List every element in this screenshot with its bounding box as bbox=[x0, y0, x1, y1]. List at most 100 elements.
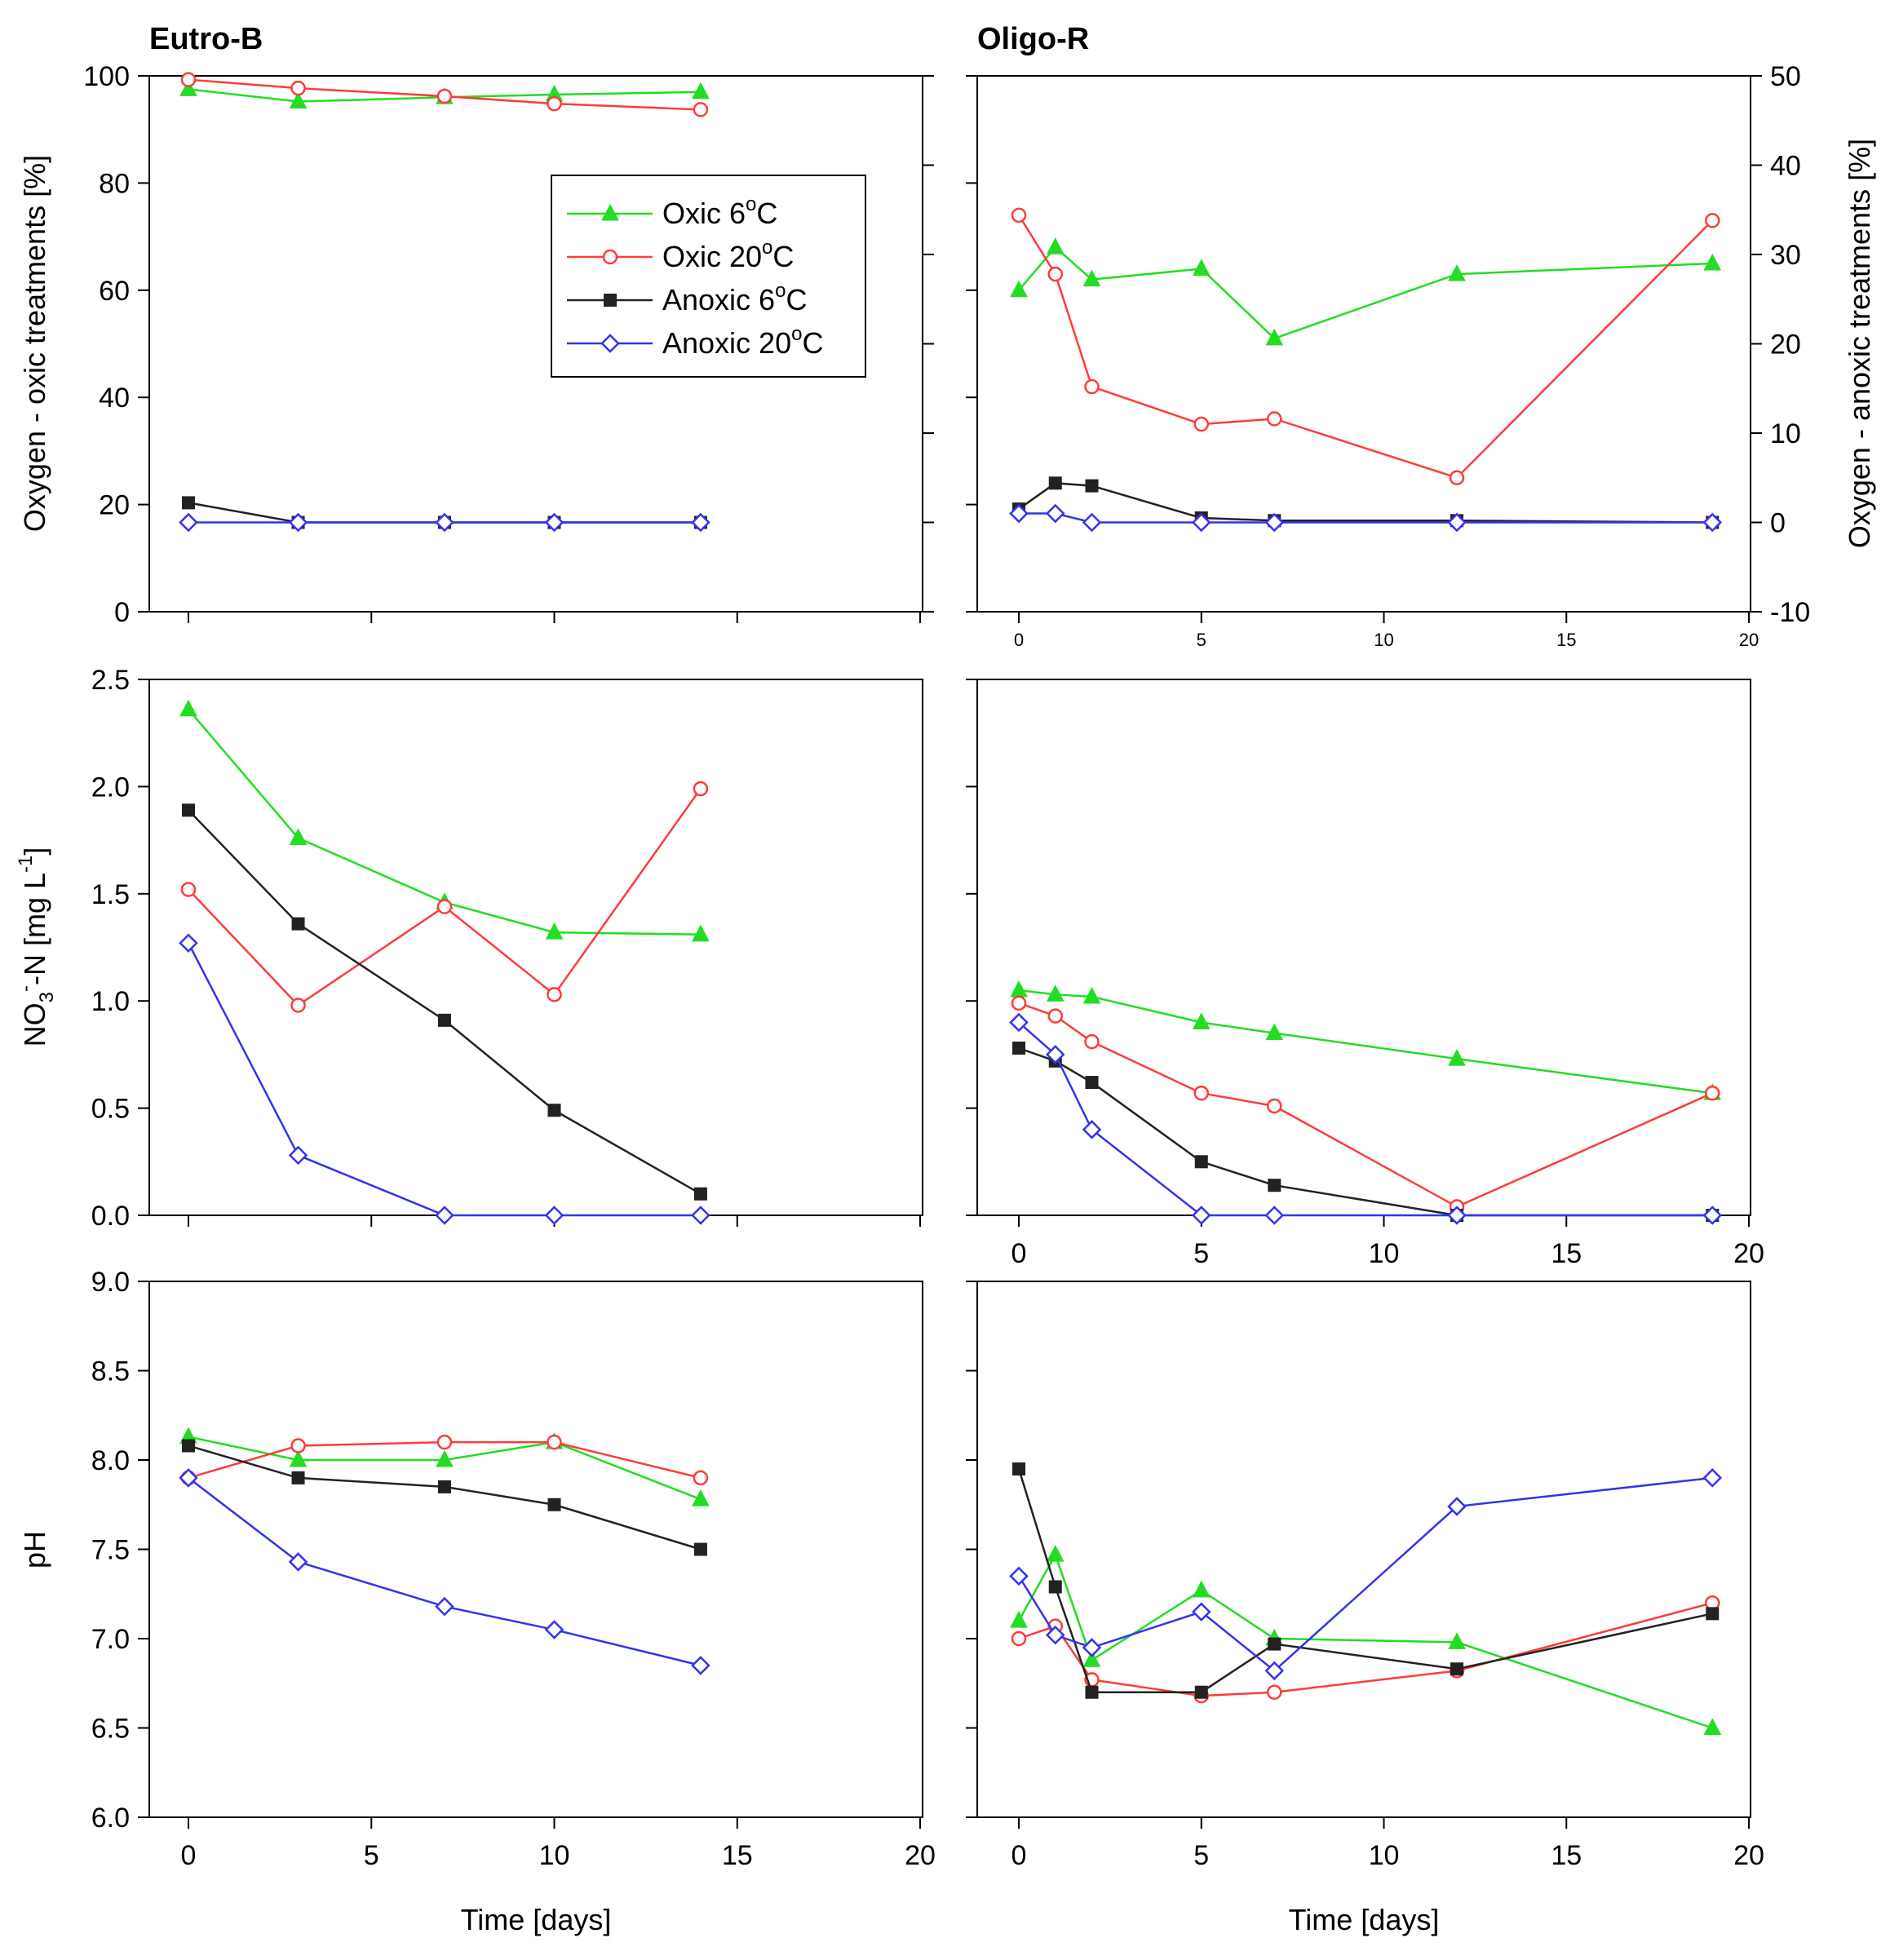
oligo_ph-oxic6-point bbox=[1192, 1580, 1211, 1598]
eutro_nitrate-oxic6-point bbox=[692, 924, 710, 942]
oligo_oxygen-series-oxic6 bbox=[1010, 237, 1722, 346]
oligo-nitrate-x-tick-label: 0 bbox=[1011, 1238, 1027, 1269]
oligo_oxygen-anoxic20-point bbox=[1009, 503, 1029, 524]
oligo_nitrate-anoxic6-line bbox=[1018, 1046, 1713, 1217]
oligo-ph-x-tick-label: 20 bbox=[1733, 1840, 1764, 1871]
oligo_ph-anoxic20-point bbox=[1702, 1468, 1723, 1488]
oligo_oxygen-oxic6-point bbox=[1082, 269, 1101, 287]
oligo_oxygen-oxic6-point bbox=[1192, 259, 1211, 277]
oligo_ph-oxic20-line bbox=[1018, 1601, 1713, 1697]
panel-oligo-oxygen-frame bbox=[976, 75, 1751, 613]
legend-entry-anoxic20: Anoxic 20oC bbox=[567, 323, 823, 360]
oligo_ph-anoxic6-point bbox=[1012, 1462, 1025, 1476]
oligo_oxygen-anoxic20-point bbox=[1082, 512, 1102, 533]
ylabel-ph: pH bbox=[18, 1531, 51, 1568]
oligo_ph-anoxic20-line bbox=[1017, 1476, 1713, 1673]
xlabel-time-eutro: Time [days] bbox=[461, 1903, 612, 1936]
eutro_nitrate-oxic20-point bbox=[180, 882, 197, 897]
eutro_oxygen-oxic20-point bbox=[180, 72, 197, 87]
eutro_ph-anoxic6-point bbox=[693, 1542, 707, 1556]
oligo_oxygen-oxic6-point bbox=[1046, 237, 1065, 254]
eutro-ph-y-tick-label: 9.0 bbox=[91, 1267, 130, 1298]
legend-label-sup: o bbox=[746, 193, 756, 215]
eutro-ph-y-tick-label: 6.0 bbox=[91, 1803, 130, 1834]
eutro-nitrate-y-tick-label: 2.5 bbox=[91, 665, 130, 696]
oligo_ph-anoxic20-point bbox=[1045, 1625, 1065, 1645]
legend-entry-anoxic6: Anoxic 6oC bbox=[567, 280, 807, 316]
oligo-oxygen-y2-tick-label: 30 bbox=[1770, 240, 1801, 271]
oligo_nitrate-series-anoxic6 bbox=[1012, 1042, 1720, 1222]
oligo_oxygen-oxic20-point bbox=[1705, 213, 1720, 228]
eutro_nitrate-anoxic20-point bbox=[288, 1145, 308, 1166]
oligo_ph-anoxic20-point bbox=[1447, 1497, 1467, 1516]
oligo_ph-anoxic20-point bbox=[1082, 1638, 1102, 1657]
oligo_nitrate-anoxic6-point bbox=[1194, 1155, 1208, 1169]
oligo_oxygen-series-oxic20 bbox=[1011, 207, 1720, 485]
oligo-nitrate-x-tick-label: 10 bbox=[1369, 1238, 1400, 1269]
ylabel-oxygen-oxic: Oxygen - oxic treatments [%] bbox=[18, 155, 51, 532]
eutro-ph-x-tick-label: 10 bbox=[539, 1840, 570, 1871]
oligo_oxygen-anoxic20-point bbox=[1702, 512, 1723, 533]
oligo_oxygen-oxic20-point bbox=[1193, 416, 1209, 432]
oligo_oxygen-oxic6-point bbox=[1265, 328, 1284, 346]
eutro_nitrate-oxic20-point bbox=[290, 998, 306, 1013]
oligo_oxygen-anoxic20-point bbox=[1264, 512, 1285, 533]
oligo_nitrate-anoxic20-point bbox=[1191, 1206, 1211, 1225]
legend-label-anoxic20: Anoxic 20oC bbox=[662, 323, 823, 360]
oligo_ph-oxic20-point bbox=[1267, 1684, 1282, 1700]
eutro_ph-anoxic6-point bbox=[182, 1439, 195, 1453]
oligo_nitrate-oxic20-point bbox=[1084, 1033, 1100, 1050]
oligo_ph-anoxic20-point bbox=[1264, 1661, 1285, 1681]
oligo_oxygen-oxic20-point bbox=[1011, 207, 1027, 223]
legend-marker-oxic6 bbox=[601, 203, 619, 221]
eutro-ph-y-tick-label: 8.5 bbox=[91, 1356, 130, 1387]
oligo_ph-anoxic6-point bbox=[1194, 1685, 1208, 1699]
oligo_nitrate-oxic20-point bbox=[1267, 1098, 1282, 1114]
legend-label-suffix: C bbox=[756, 197, 777, 230]
oligo_oxygen-series-anoxic20 bbox=[1009, 503, 1723, 533]
ylabel-nitrate-rest: -N [mg L bbox=[18, 873, 51, 985]
oligo_ph-oxic6-point bbox=[1082, 1650, 1101, 1667]
oligo_oxygen-anoxic6-line bbox=[1018, 482, 1713, 524]
oligo-oxygen-y2-tick-label: 10 bbox=[1770, 418, 1801, 449]
legend-label-sup: o bbox=[791, 323, 802, 345]
oligo-oxygen-y2-tick-label: 20 bbox=[1770, 330, 1801, 361]
oligo_nitrate-anoxic20-point bbox=[1264, 1206, 1285, 1225]
oligo_ph-oxic6-point bbox=[1448, 1632, 1466, 1649]
eutro-oxygen-y-tick-label: 40 bbox=[99, 383, 130, 414]
oligo_nitrate-series-oxic20 bbox=[1011, 995, 1720, 1214]
oligo_nitrate-anoxic20-point bbox=[1009, 1012, 1029, 1033]
oligo_ph-oxic20-point bbox=[1011, 1630, 1027, 1647]
eutro-nitrate-y-tick-label: 2.0 bbox=[91, 772, 130, 803]
eutro_oxygen-oxic6-point bbox=[692, 82, 710, 100]
eutro_oxygen-series-anoxic20 bbox=[179, 512, 710, 533]
oligo_oxygen-anoxic6-point bbox=[1085, 479, 1099, 493]
oligo_ph-series-anoxic6 bbox=[1012, 1462, 1720, 1699]
eutro_nitrate-anoxic6-line bbox=[188, 809, 702, 1195]
oligo_nitrate-oxic6-point bbox=[1448, 1049, 1466, 1066]
ylabel-oxygen-anoxic: Oxygen - anoxic treatments [%] bbox=[1843, 139, 1876, 548]
oligo_nitrate-oxic20-point bbox=[1047, 1008, 1063, 1024]
series-layer bbox=[179, 72, 1723, 1735]
oligo_oxygen-oxic6-point bbox=[1010, 280, 1028, 298]
oligo_oxygen-series-anoxic6 bbox=[1012, 476, 1720, 529]
title-eutro: Eutro-B bbox=[149, 22, 263, 56]
legend-label-sup: o bbox=[762, 237, 772, 259]
eutro_ph-anoxic6-point bbox=[547, 1498, 561, 1511]
eutro_oxygen-plot bbox=[179, 72, 710, 533]
oligo_ph-oxic6-point bbox=[1010, 1611, 1028, 1628]
eutro_ph-oxic6-point bbox=[289, 1449, 308, 1467]
ylabel-nitrate-sup: - bbox=[15, 985, 37, 992]
eutro_nitrate-anoxic6-point bbox=[437, 1013, 451, 1027]
legend-label-main: Anoxic 20 bbox=[662, 326, 791, 360]
eutro_ph-anoxic20-point bbox=[691, 1656, 710, 1675]
oligo_oxygen-oxic6-point bbox=[1448, 264, 1466, 281]
oligo_oxygen-anoxic6-point bbox=[1048, 476, 1062, 490]
eutro_ph-anoxic6-point bbox=[291, 1471, 305, 1484]
eutro_nitrate-plot bbox=[179, 699, 710, 1225]
eutro_ph-plot bbox=[179, 1427, 710, 1675]
oligo-ph-x-tick-label: 5 bbox=[1193, 1840, 1209, 1871]
